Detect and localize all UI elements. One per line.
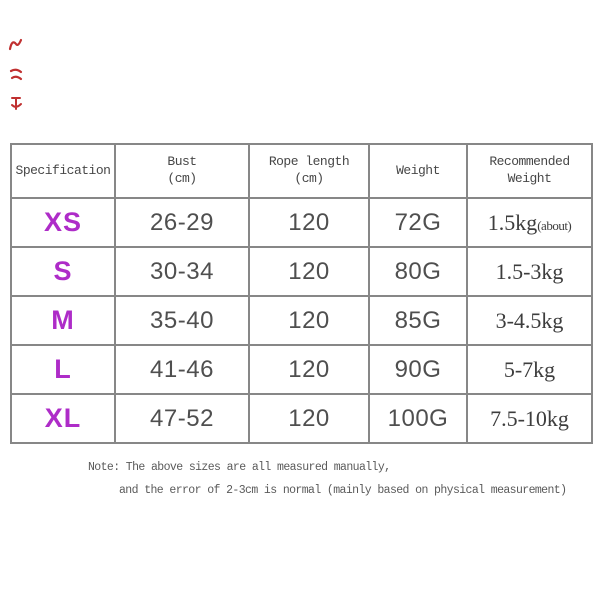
rope-length-value: 120 (248, 344, 370, 395)
bust-value: 47-52 (114, 393, 250, 444)
recommended-weight-value: 1.5kg(about) (466, 197, 593, 248)
size-specification-table: Specification Bust (cm) Rope length (cm)… (10, 143, 593, 444)
bust-value: 30-34 (114, 246, 250, 297)
note-line-2: and the error of 2-3cm is normal (mainly… (119, 484, 567, 497)
recommended-weight-value: 1.5-3kg (466, 246, 593, 297)
table-row-xl: XL 47-52 120 100G 7.5-10kg (10, 393, 593, 444)
table-header-row: Specification Bust (cm) Rope length (cm)… (10, 143, 593, 199)
bust-value: 41-46 (114, 344, 250, 395)
rope-length-value: 120 (248, 393, 370, 444)
recommended-weight-main: 7.5-10kg (490, 405, 569, 431)
recommended-weight-main: 5-7kg (503, 356, 556, 382)
column-header-recommended-weight: Recommended Weight (466, 143, 593, 199)
table-row-xs: XS 26-29 120 72G 1.5kg(about) (10, 197, 593, 248)
table-row-s: S 30-34 120 80G 1.5-3kg (10, 246, 593, 297)
header-label: Rope length (268, 154, 350, 170)
recommended-weight-main: 3-4.5kg (495, 307, 564, 333)
header-label: Bust (167, 154, 197, 170)
rope-length-value: 120 (248, 197, 370, 248)
size-label: XL (10, 393, 116, 444)
weight-value: 85G (368, 295, 468, 346)
size-label: M (10, 295, 116, 346)
column-header-bust: Bust (cm) (114, 143, 250, 199)
red-scribble-mark (11, 97, 22, 110)
bust-value: 35-40 (114, 295, 250, 346)
size-label: XS (10, 197, 116, 248)
recommended-weight-main: 1.5-3kg (495, 258, 564, 284)
header-label: Recommended (489, 154, 570, 170)
header-label-sub: (cm) (167, 171, 197, 186)
recommended-weight-value: 5-7kg (466, 344, 593, 395)
rope-length-value: 120 (248, 246, 370, 297)
bust-value: 26-29 (114, 197, 250, 248)
red-scribble-mark (8, 38, 23, 51)
column-header-rope-length: Rope length (cm) (248, 143, 370, 199)
weight-value: 90G (368, 344, 468, 395)
header-label-sub: (cm) (294, 171, 324, 186)
red-scribble-mark (9, 68, 23, 81)
header-label-sub: Weight (507, 171, 552, 186)
table-row-m: M 35-40 120 85G 3-4.5kg (10, 295, 593, 346)
size-label: L (10, 344, 116, 395)
rope-length-value: 120 (248, 295, 370, 346)
weight-value: 72G (368, 197, 468, 248)
table-row-l: L 41-46 120 90G 5-7kg (10, 344, 593, 395)
weight-value: 100G (368, 393, 468, 444)
recommended-weight-suffix: (about) (537, 217, 572, 233)
column-header-specification: Specification (10, 143, 116, 199)
header-label: Weight (396, 162, 440, 178)
weight-value: 80G (368, 246, 468, 297)
size-label: S (10, 246, 116, 297)
recommended-weight-value: 7.5-10kg (466, 393, 593, 444)
recommended-weight-main: 1.5kg (487, 209, 538, 235)
column-header-weight: Weight (368, 143, 468, 199)
note-line-1: Note: The above sizes are all measured m… (88, 461, 391, 474)
header-label: Specification (15, 162, 111, 178)
recommended-weight-value: 3-4.5kg (466, 295, 593, 346)
